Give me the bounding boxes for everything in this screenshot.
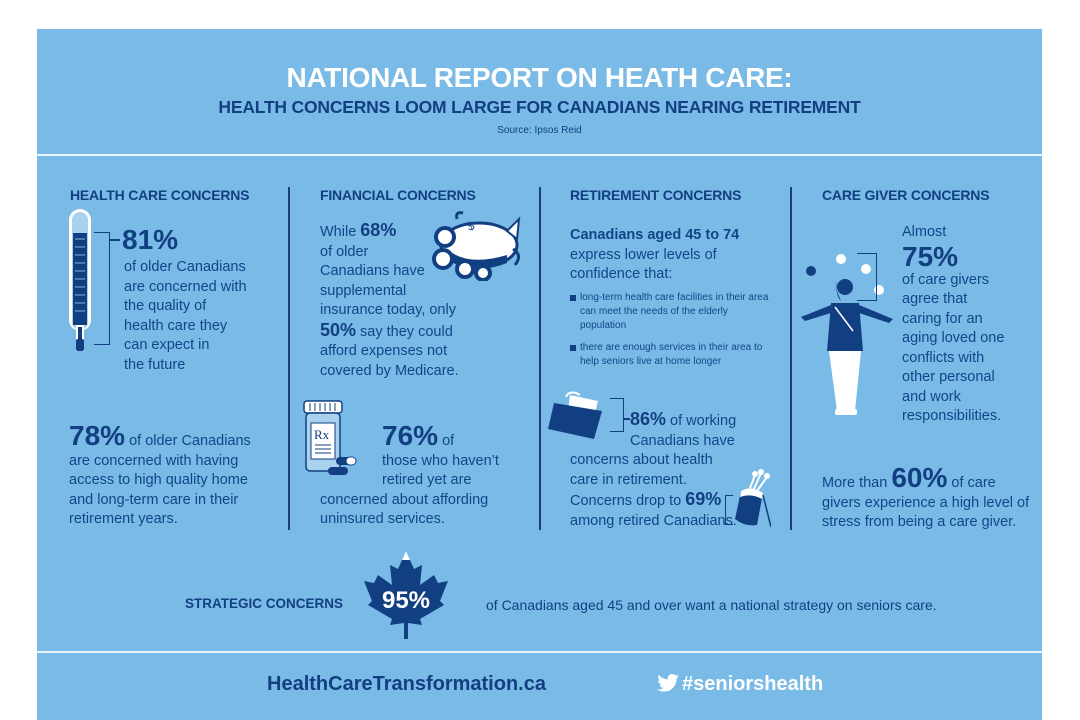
stat-75: 75% — [902, 240, 959, 272]
list-item: long-term health care facilities in thei… — [570, 291, 770, 333]
stat-60-block: More than 60% of care givers experience … — [822, 462, 1030, 531]
column-financial: FINANCIAL CONCERNS — [320, 187, 530, 203]
stat-50: 50% — [320, 319, 357, 340]
strategic-label: STRATEGIC CONCERNS — [185, 596, 344, 611]
bracket-line — [610, 398, 624, 432]
website-link[interactable]: HealthCareTransformation.ca — [267, 673, 546, 695]
retirement-intro: Canadians aged 45 to 74 express lower le… — [570, 227, 740, 282]
source-note: Source: Ipsos Reid — [497, 125, 582, 136]
golf-bag-icon — [735, 469, 771, 528]
svg-text:$: $ — [465, 218, 476, 234]
bracket-tick — [110, 239, 120, 241]
column-heading: RETIREMENT CONCERNS — [570, 187, 742, 203]
divider-top — [37, 154, 1042, 156]
juggling-caregiver-icon — [801, 254, 893, 415]
twitter-bird-icon — [657, 674, 679, 692]
page-subtitle: HEALTH CONCERNS LOOM LARGE FOR CANADIANS… — [218, 97, 861, 117]
stat-60: 60% — [891, 462, 948, 493]
column-heading: HEALTH CARE CONCERNS — [70, 187, 250, 203]
bracket-tick — [624, 418, 630, 420]
list-item: there are enough services in their area … — [570, 341, 770, 369]
page-title: NATIONAL REPORT ON HEATH CARE: — [286, 62, 793, 93]
stat-81: 81% — [122, 224, 179, 255]
stat-78: 78% — [69, 420, 126, 451]
column-retirement: RETIREMENT CONCERNS — [570, 187, 780, 203]
briefcase-icon — [548, 391, 602, 439]
svg-text:Rx: Rx — [314, 427, 330, 442]
column-divider — [539, 187, 541, 530]
maple-leaf-icon — [364, 551, 448, 639]
column-heading: FINANCIAL CONCERNS — [320, 187, 476, 203]
bracket-line — [94, 232, 110, 345]
divider-bottom — [37, 651, 1042, 653]
stat-78-block: 78% of older Canadians are concerned wit… — [69, 420, 251, 528]
thermometer-icon — [69, 209, 91, 351]
infographic-panel: NATIONAL REPORT ON HEATH CARE: HEALTH CO… — [37, 29, 1042, 720]
stat-76-block: 76% of those who haven’t retired yet are… — [320, 420, 499, 528]
bracket-line — [725, 495, 733, 525]
piggy-bank-icon: $ — [432, 211, 521, 281]
stat-75-block: Almost 75% of care givers agree that car… — [902, 223, 1032, 427]
strategic-text: of Canadians aged 45 and over want a nat… — [486, 597, 937, 613]
column-heading: CARE GIVER CONCERNS — [822, 187, 990, 203]
pill-bottle-icon: Rx — [303, 400, 357, 475]
stat-69: 69% — [685, 489, 722, 509]
column-caregiver: CARE GIVER CONCERNS — [822, 187, 1032, 203]
bracket-line — [857, 253, 877, 301]
stat-95: 95% — [381, 587, 431, 614]
stat-68: 68% — [360, 220, 397, 240]
column-divider — [288, 187, 290, 530]
hashtag-link[interactable]: #seniorshealth — [657, 673, 823, 696]
retirement-bullets: long-term health care facilities in thei… — [570, 291, 770, 377]
stat-86-block: 86% of working Canadians have concerns a… — [570, 409, 737, 529]
stat-68-block: While 68% of older Canadians have supple… — [320, 220, 459, 379]
column-health-care: HEALTH CARE CONCERNS — [70, 187, 280, 203]
stat-76: 76% — [382, 420, 439, 451]
column-divider — [790, 187, 792, 530]
stat-81-text: of older Canadians are concerned with th… — [124, 259, 247, 373]
stat-86: 86% — [630, 409, 667, 429]
